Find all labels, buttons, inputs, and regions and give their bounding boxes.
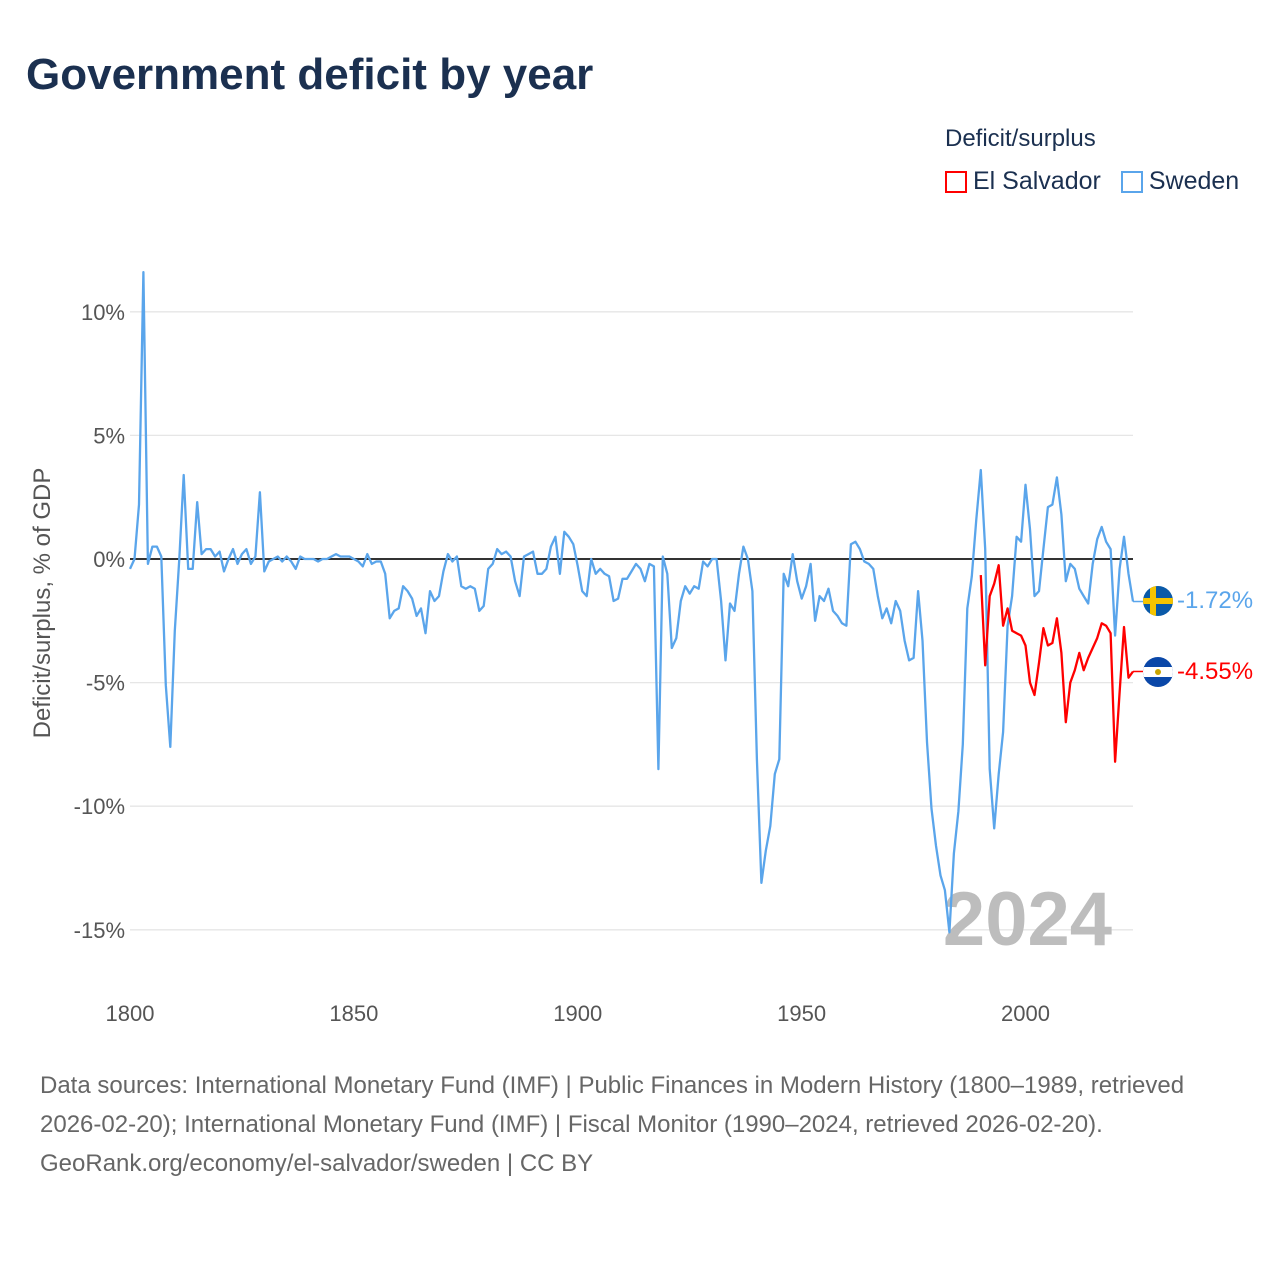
- x-tick-label: 1900: [553, 1001, 602, 1026]
- legend: El Salvador Sweden: [945, 167, 1239, 196]
- legend-title: Deficit/surplus: [945, 125, 1096, 152]
- legend-label: El Salvador: [973, 167, 1101, 195]
- x-tick-label: 2000: [1001, 1001, 1050, 1026]
- x-tick-label: 1950: [777, 1001, 826, 1026]
- y-tick-label: 0%: [93, 547, 125, 572]
- legend-item-el-salvador[interactable]: El Salvador: [945, 167, 1101, 196]
- x-tick-label: 1850: [329, 1001, 378, 1026]
- x-tick-label: 1800: [106, 1001, 155, 1026]
- y-tick-label: -5%: [86, 671, 125, 696]
- el-salvador-end-label: -4.55%: [1177, 658, 1253, 685]
- y-tick-label: -10%: [74, 794, 125, 819]
- y-axis-label: Deficit/surplus, % of GDP: [29, 468, 56, 739]
- legend-item-sweden[interactable]: Sweden: [1120, 167, 1240, 196]
- chart-title: Government deficit by year: [26, 50, 594, 99]
- credit-link[interactable]: GeoRank.org/economy/el-salvador/sweden |…: [40, 1150, 594, 1177]
- year-watermark: 2024: [943, 877, 1112, 962]
- y-tick-label: -15%: [74, 918, 125, 943]
- legend-label: Sweden: [1148, 167, 1240, 195]
- sweden-flag-icon: [1143, 586, 1173, 616]
- y-tick-label: 5%: [93, 423, 125, 448]
- sweden-end-label: -1.72%: [1177, 587, 1253, 614]
- footer: Data sources: International Monetary Fun…: [40, 1066, 1240, 1183]
- el-salvador-flag-icon: [1143, 657, 1173, 687]
- series-line-sweden: [128, 271, 1135, 934]
- legend-swatch-sweden: [1120, 170, 1143, 193]
- y-tick-label: 10%: [81, 300, 125, 325]
- series-line-el-salvador: [979, 564, 1134, 763]
- legend-swatch-el-salvador: [945, 170, 967, 193]
- data-sources: Data sources: International Monetary Fun…: [40, 1072, 1185, 1138]
